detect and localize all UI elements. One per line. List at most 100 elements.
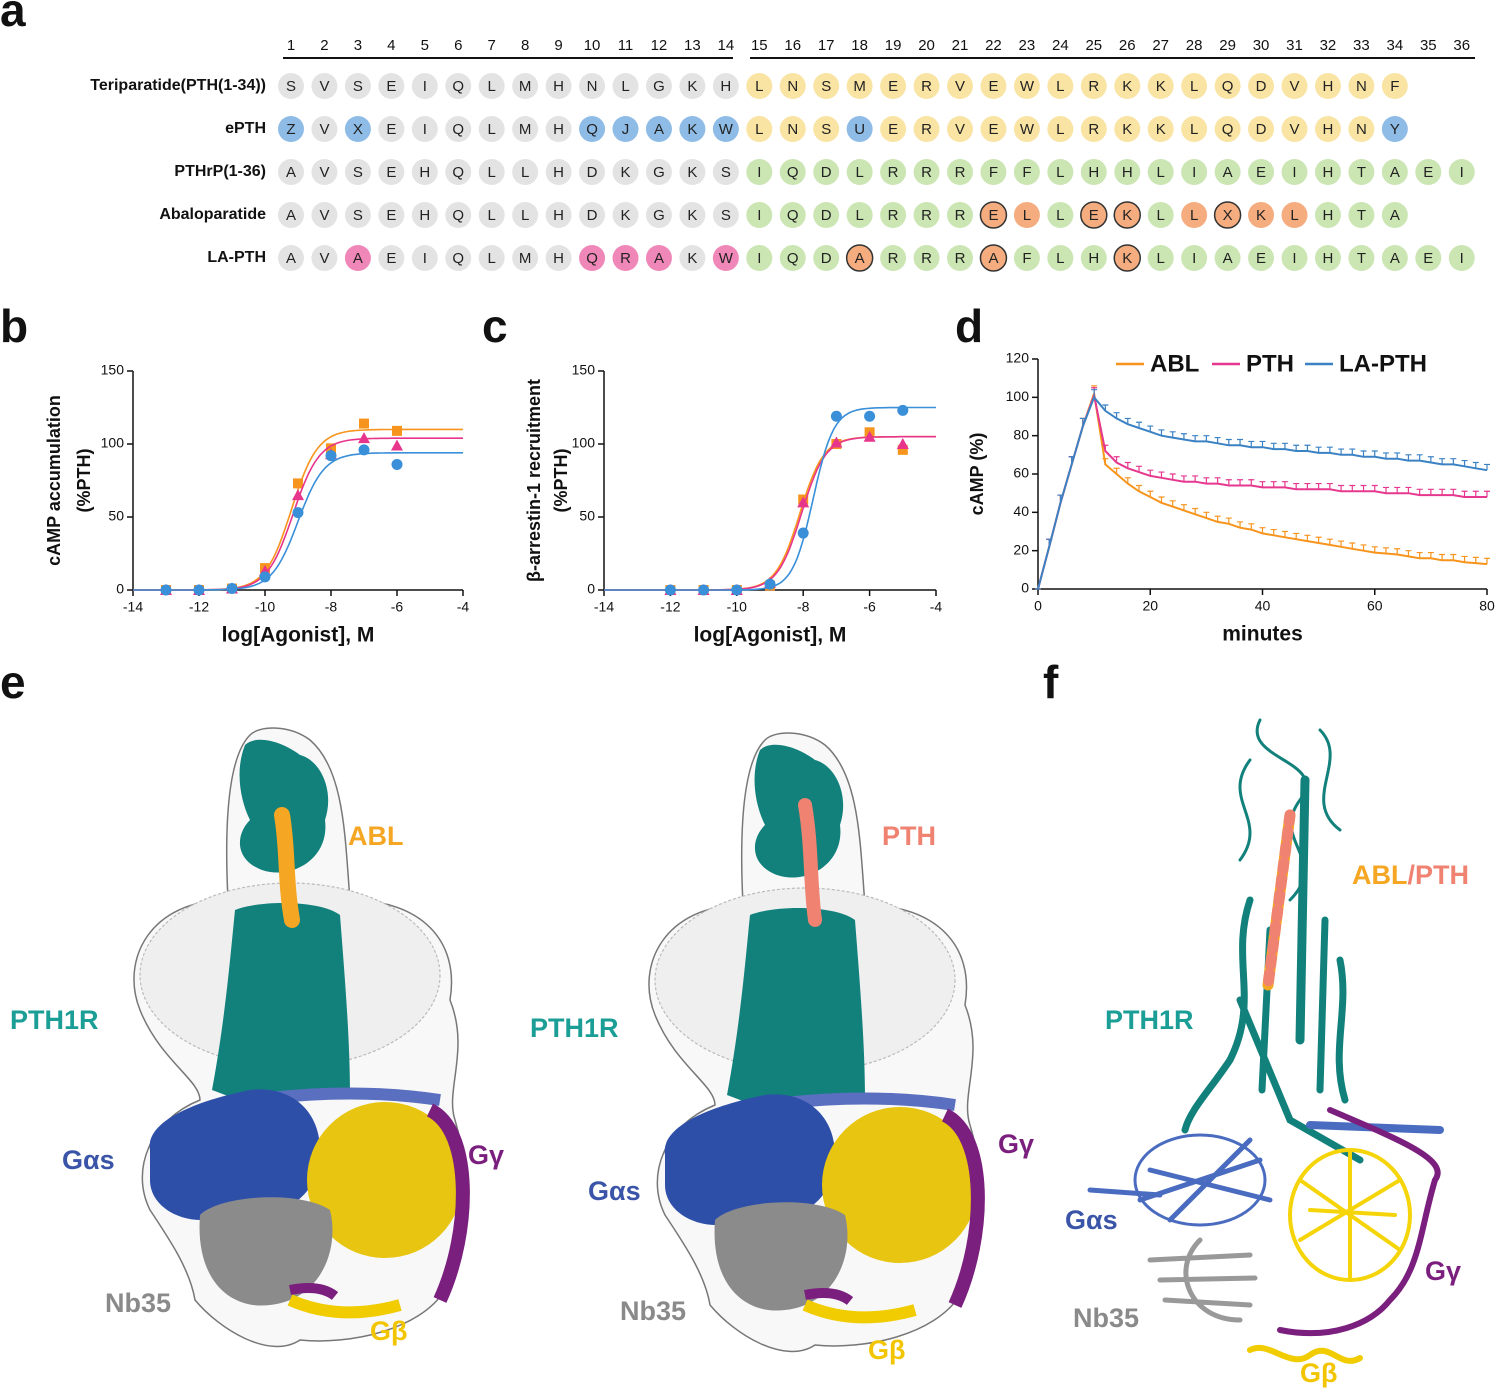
residue-circle <box>813 245 840 271</box>
residue: Q <box>787 207 799 224</box>
panel-label: b <box>0 300 28 352</box>
residue-circle <box>1213 201 1242 229</box>
residue-circle <box>1314 202 1341 228</box>
residue-circle <box>512 116 539 142</box>
residue: K <box>1156 78 1166 95</box>
residue-circle <box>645 159 672 185</box>
position-number: 7 <box>488 37 496 54</box>
residue-circle <box>1248 116 1275 142</box>
residue-circle <box>1214 159 1241 185</box>
residue-circle <box>1415 159 1442 185</box>
residue: F <box>1022 250 1031 267</box>
residue-circle <box>445 245 472 271</box>
residue-circle <box>1147 202 1174 228</box>
marker <box>896 438 909 449</box>
residue: T <box>1357 207 1366 224</box>
residue-circle <box>1113 201 1141 229</box>
residue-circle <box>746 159 773 185</box>
marker <box>764 578 776 590</box>
residue-circle <box>445 73 472 99</box>
y-tick-label: 100 <box>572 435 596 451</box>
residue-circle <box>1147 116 1174 142</box>
structure-label: Gαs <box>588 1176 641 1206</box>
residue: W <box>719 121 734 138</box>
marker <box>830 410 842 422</box>
ribbon-model <box>1087 718 1444 1364</box>
residue: R <box>921 207 932 224</box>
density-map <box>649 733 980 1351</box>
structure-label: Gαs <box>62 1145 115 1175</box>
residue: A <box>855 250 865 267</box>
residue: Y <box>1390 121 1400 138</box>
x-tick-label: -12 <box>189 599 209 615</box>
residue: H <box>419 164 430 181</box>
residue-circle <box>979 244 1008 272</box>
residue: L <box>1190 121 1198 138</box>
residue-circle <box>1114 116 1141 142</box>
density-map <box>134 728 465 1346</box>
residue: L <box>1056 78 1064 95</box>
residue: A <box>1390 207 1400 224</box>
residue-circle <box>746 73 773 99</box>
residue-circle <box>645 202 672 228</box>
legend-label: PTH <box>1246 350 1294 377</box>
residue: M <box>519 78 532 95</box>
residue: A <box>654 121 664 138</box>
residue-circle <box>779 159 806 185</box>
residue: I <box>423 121 427 138</box>
residue-circle <box>411 202 438 228</box>
position-number: 12 <box>651 37 668 54</box>
position-number: 9 <box>554 37 562 54</box>
structure-label: PTH1R <box>10 1005 99 1035</box>
position-number: 33 <box>1353 37 1370 54</box>
residue-circle <box>1214 245 1241 271</box>
y-tick-label: 50 <box>108 508 124 524</box>
residue: R <box>888 250 899 267</box>
residue: X <box>353 121 363 138</box>
structure-label: Gβ <box>370 1316 407 1346</box>
residue: H <box>1323 78 1334 95</box>
residue-circle <box>1314 245 1341 271</box>
residue-circle <box>478 245 505 271</box>
residue-circle <box>278 73 304 99</box>
residue: I <box>1460 250 1464 267</box>
residue-circle <box>880 159 907 185</box>
panel-label: a <box>0 0 26 36</box>
fit-curve <box>604 435 936 591</box>
residue: G <box>653 78 665 95</box>
residue: L <box>1056 250 1064 267</box>
residue-circle <box>1248 73 1275 99</box>
sequence-name: Teriparatide(PTH(1-34)) <box>90 77 266 94</box>
residue-circle <box>679 73 706 99</box>
residue: H <box>1323 121 1334 138</box>
marker <box>292 507 304 519</box>
residue: K <box>1122 121 1132 138</box>
residue-circle <box>1281 116 1308 142</box>
residue: R <box>955 164 966 181</box>
y-tick-label: 120 <box>1006 350 1030 366</box>
residue: D <box>821 207 832 224</box>
residue-circle <box>1314 116 1341 142</box>
residue: E <box>386 121 396 138</box>
residue: E <box>386 164 396 181</box>
residue: L <box>1023 207 1031 224</box>
residue: N <box>1356 78 1367 95</box>
residue-circle <box>478 159 505 185</box>
error-bar <box>1371 484 1378 492</box>
residue: F <box>1022 164 1031 181</box>
residue: D <box>1256 121 1267 138</box>
x-tick-label: -10 <box>727 599 747 615</box>
residue: F <box>1390 78 1399 95</box>
position-number: 27 <box>1152 37 1169 54</box>
marker <box>160 584 172 596</box>
residue: I <box>423 250 427 267</box>
structure-label: Nb35 <box>105 1288 171 1318</box>
residue: S <box>286 78 296 95</box>
x-tick-label: 40 <box>1255 598 1271 614</box>
residue-circle <box>1013 202 1040 228</box>
residue-circle <box>1181 73 1208 99</box>
residue-circle <box>1214 73 1241 99</box>
residue: Z <box>286 121 295 138</box>
residue-circle <box>779 116 806 142</box>
